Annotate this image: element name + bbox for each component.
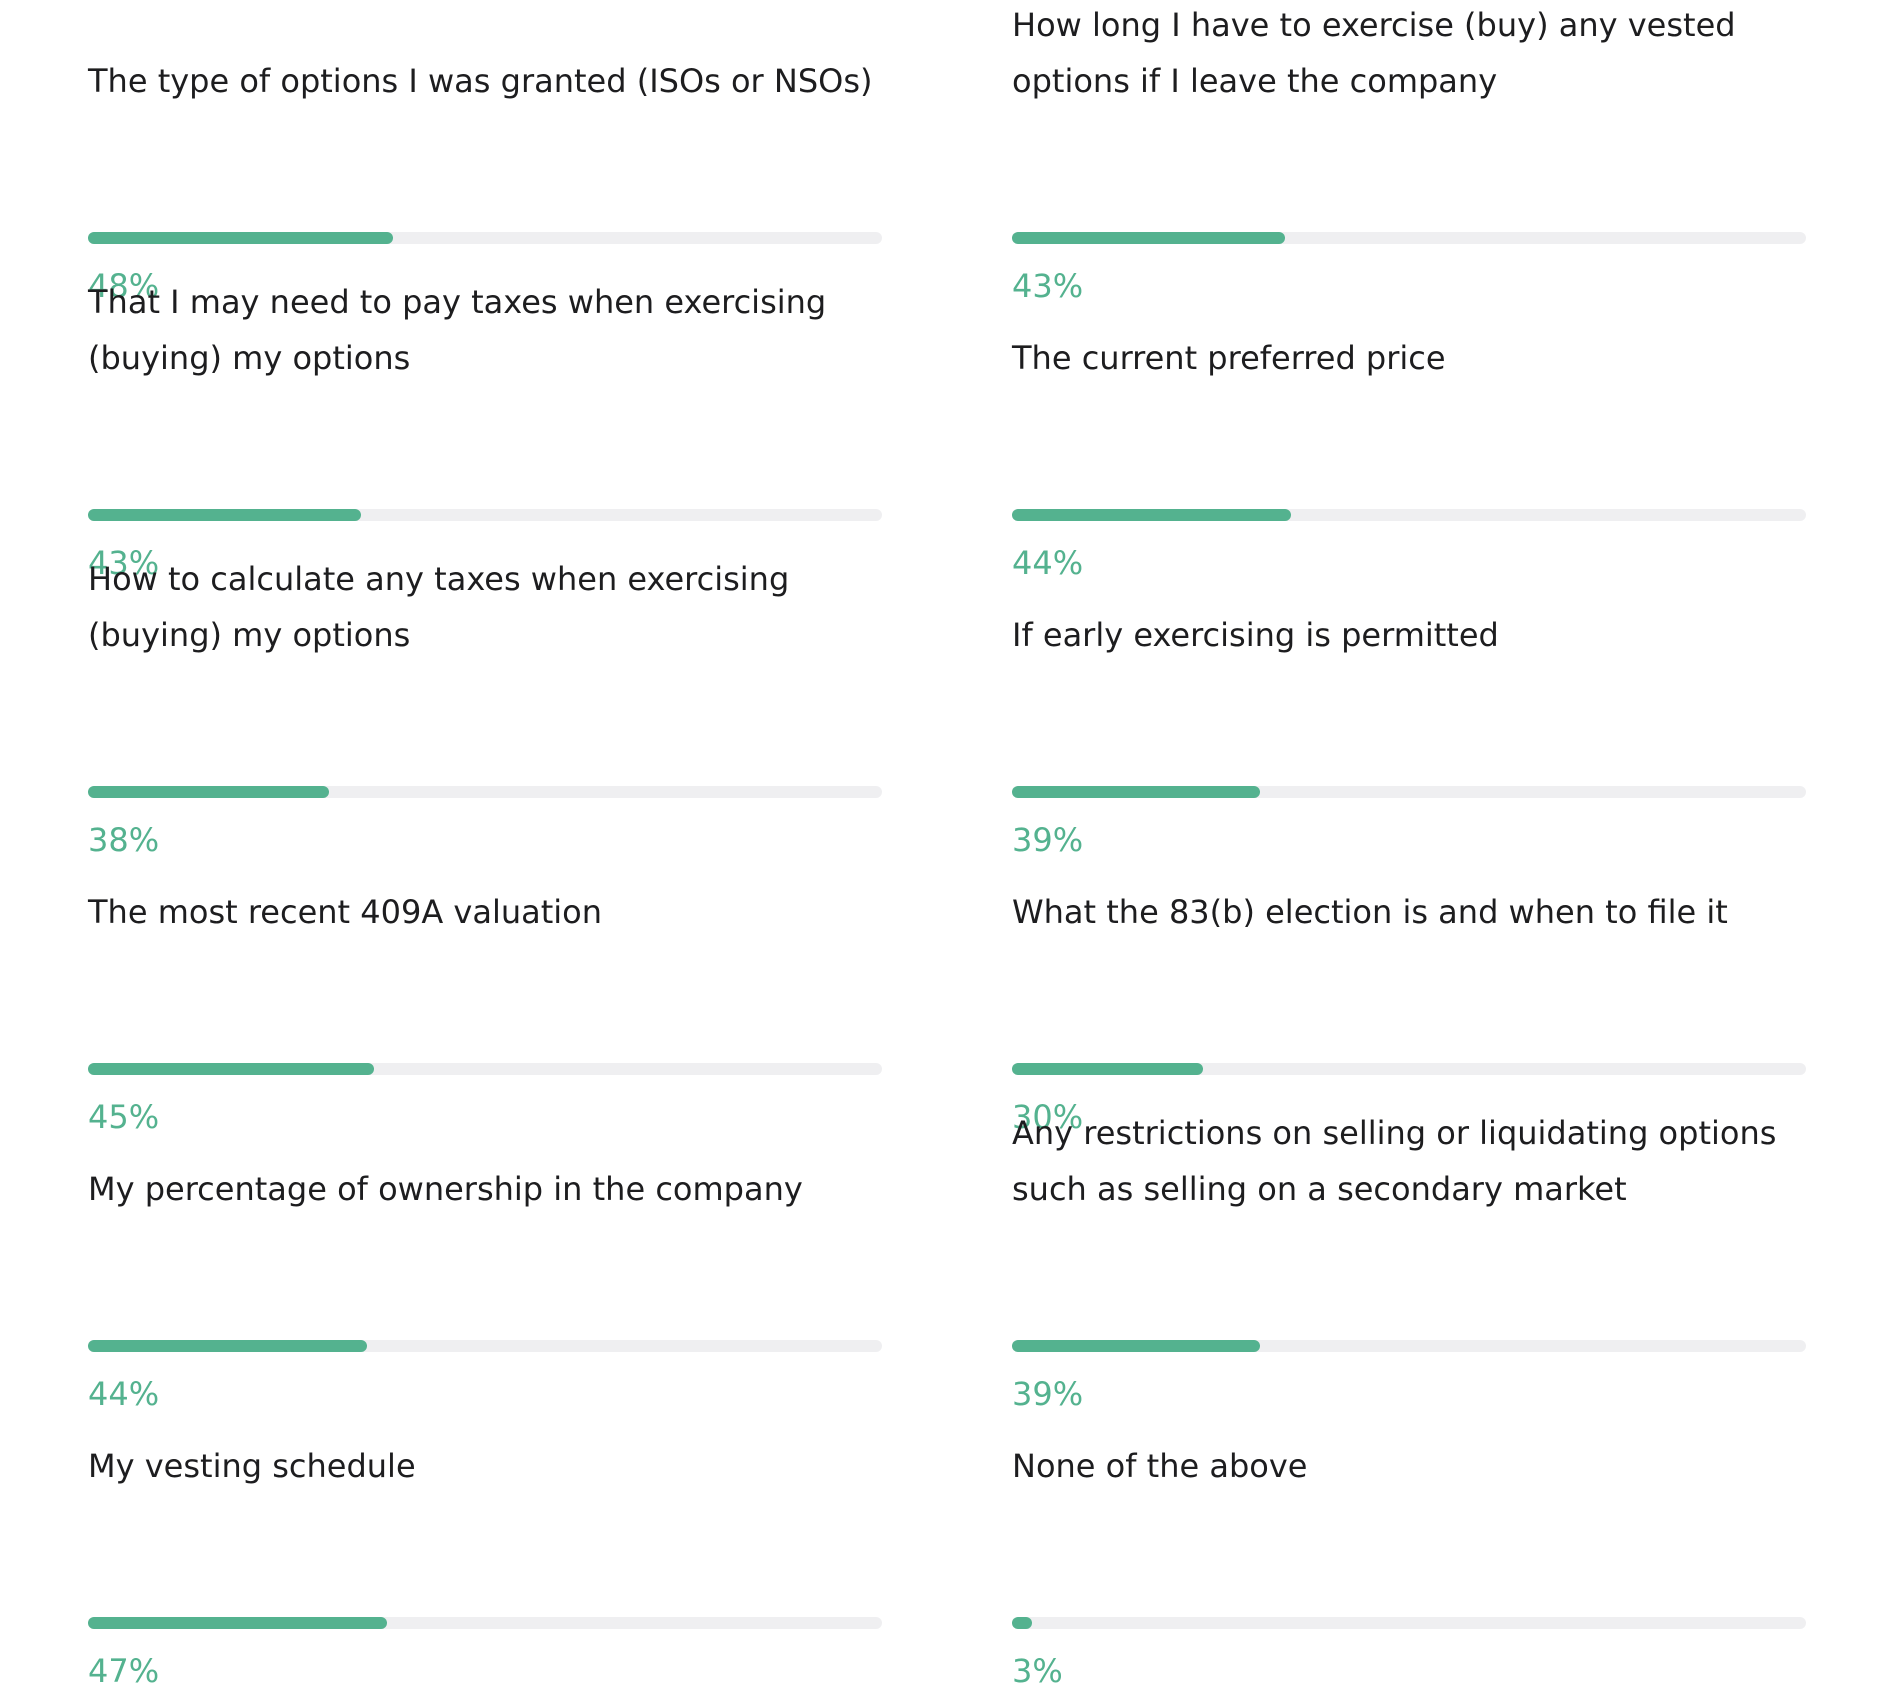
item-label: The current preferred price: [1012, 330, 1822, 386]
percentage-value: 47%: [88, 1652, 160, 1690]
progress-fill: [1012, 1617, 1032, 1629]
item-label: If early exercising is permitted: [1012, 607, 1822, 663]
item-label-line: My vesting schedule: [88, 1447, 416, 1485]
item-label-line: How to calculate any taxes when exercisi…: [88, 560, 790, 598]
item-label: The type of options I was granted (ISOs …: [88, 53, 898, 109]
percentage-value: 44%: [88, 1375, 160, 1413]
item-label: That I may need to pay taxes when exerci…: [88, 274, 898, 386]
item-label-line: How long I have to exercise (buy) any ve…: [1012, 6, 1736, 44]
progress-track: [88, 786, 882, 798]
progress-fill: [1012, 1063, 1203, 1075]
item-label-line: None of the above: [1012, 1447, 1308, 1485]
progress-track: [88, 232, 882, 244]
progress-fill: [88, 1340, 367, 1352]
progress-fill: [1012, 1340, 1260, 1352]
progress-fill: [88, 232, 393, 244]
item-label: None of the above: [1012, 1438, 1822, 1494]
item-label-line: The most recent 409A valuation: [88, 893, 603, 931]
item-label-line: If early exercising is permitted: [1012, 616, 1499, 654]
progress-track: [1012, 1617, 1806, 1629]
item-label-line: The current preferred price: [1012, 339, 1446, 377]
progress-track: [1012, 1063, 1806, 1075]
progress-track: [88, 1063, 882, 1075]
item-label-line: options if I leave the company: [1012, 62, 1498, 100]
item-label: My percentage of ownership in the compan…: [88, 1161, 898, 1217]
progress-fill: [1012, 509, 1291, 521]
item-label: How long I have to exercise (buy) any ve…: [1012, 0, 1822, 109]
progress-fill: [88, 1617, 387, 1629]
item-label-line: That I may need to pay taxes when exerci…: [88, 283, 827, 321]
item-label-line: such as selling on a secondary market: [1012, 1170, 1627, 1208]
item-label: What the 83(b) election is and when to f…: [1012, 884, 1822, 940]
progress-fill: [88, 509, 361, 521]
progress-track: [1012, 1340, 1806, 1352]
progress-track: [88, 509, 882, 521]
item-label-line: (buying) my options: [88, 339, 411, 377]
percentage-value: 39%: [1012, 1375, 1084, 1413]
item-label: How to calculate any taxes when exercisi…: [88, 551, 898, 663]
item-label: My vesting schedule: [88, 1438, 898, 1494]
item-label-line: Any restrictions on selling or liquidati…: [1012, 1114, 1777, 1152]
item-label: Any restrictions on selling or liquidati…: [1012, 1105, 1822, 1217]
percentage-value: 38%: [88, 821, 160, 859]
progress-fill: [88, 786, 329, 798]
progress-fill: [1012, 786, 1260, 798]
item-label-line: The type of options I was granted (ISOs …: [88, 62, 873, 100]
item-label-line: My percentage of ownership in the compan…: [88, 1170, 803, 1208]
percentage-value: 43%: [1012, 267, 1084, 305]
percentage-value: 30%: [1012, 1098, 1084, 1136]
progress-track: [88, 1340, 882, 1352]
progress-track: [1012, 232, 1806, 244]
progress-track: [1012, 509, 1806, 521]
item-label-line: (buying) my options: [88, 616, 411, 654]
progress-track: [88, 1617, 882, 1629]
percentage-value: 45%: [88, 1098, 160, 1136]
percentage-value: 39%: [1012, 821, 1084, 859]
item-label: The most recent 409A valuation: [88, 884, 898, 940]
item-label-line: What the 83(b) election is and when to f…: [1012, 893, 1728, 931]
percentage-value: 43%: [88, 544, 160, 582]
progress-track: [1012, 786, 1806, 798]
percentage-value: 3%: [1012, 1652, 1063, 1690]
progress-fill: [88, 1063, 374, 1075]
percentage-value: 48%: [88, 267, 160, 305]
progress-fill: [1012, 232, 1285, 244]
percentage-value: 44%: [1012, 544, 1084, 582]
